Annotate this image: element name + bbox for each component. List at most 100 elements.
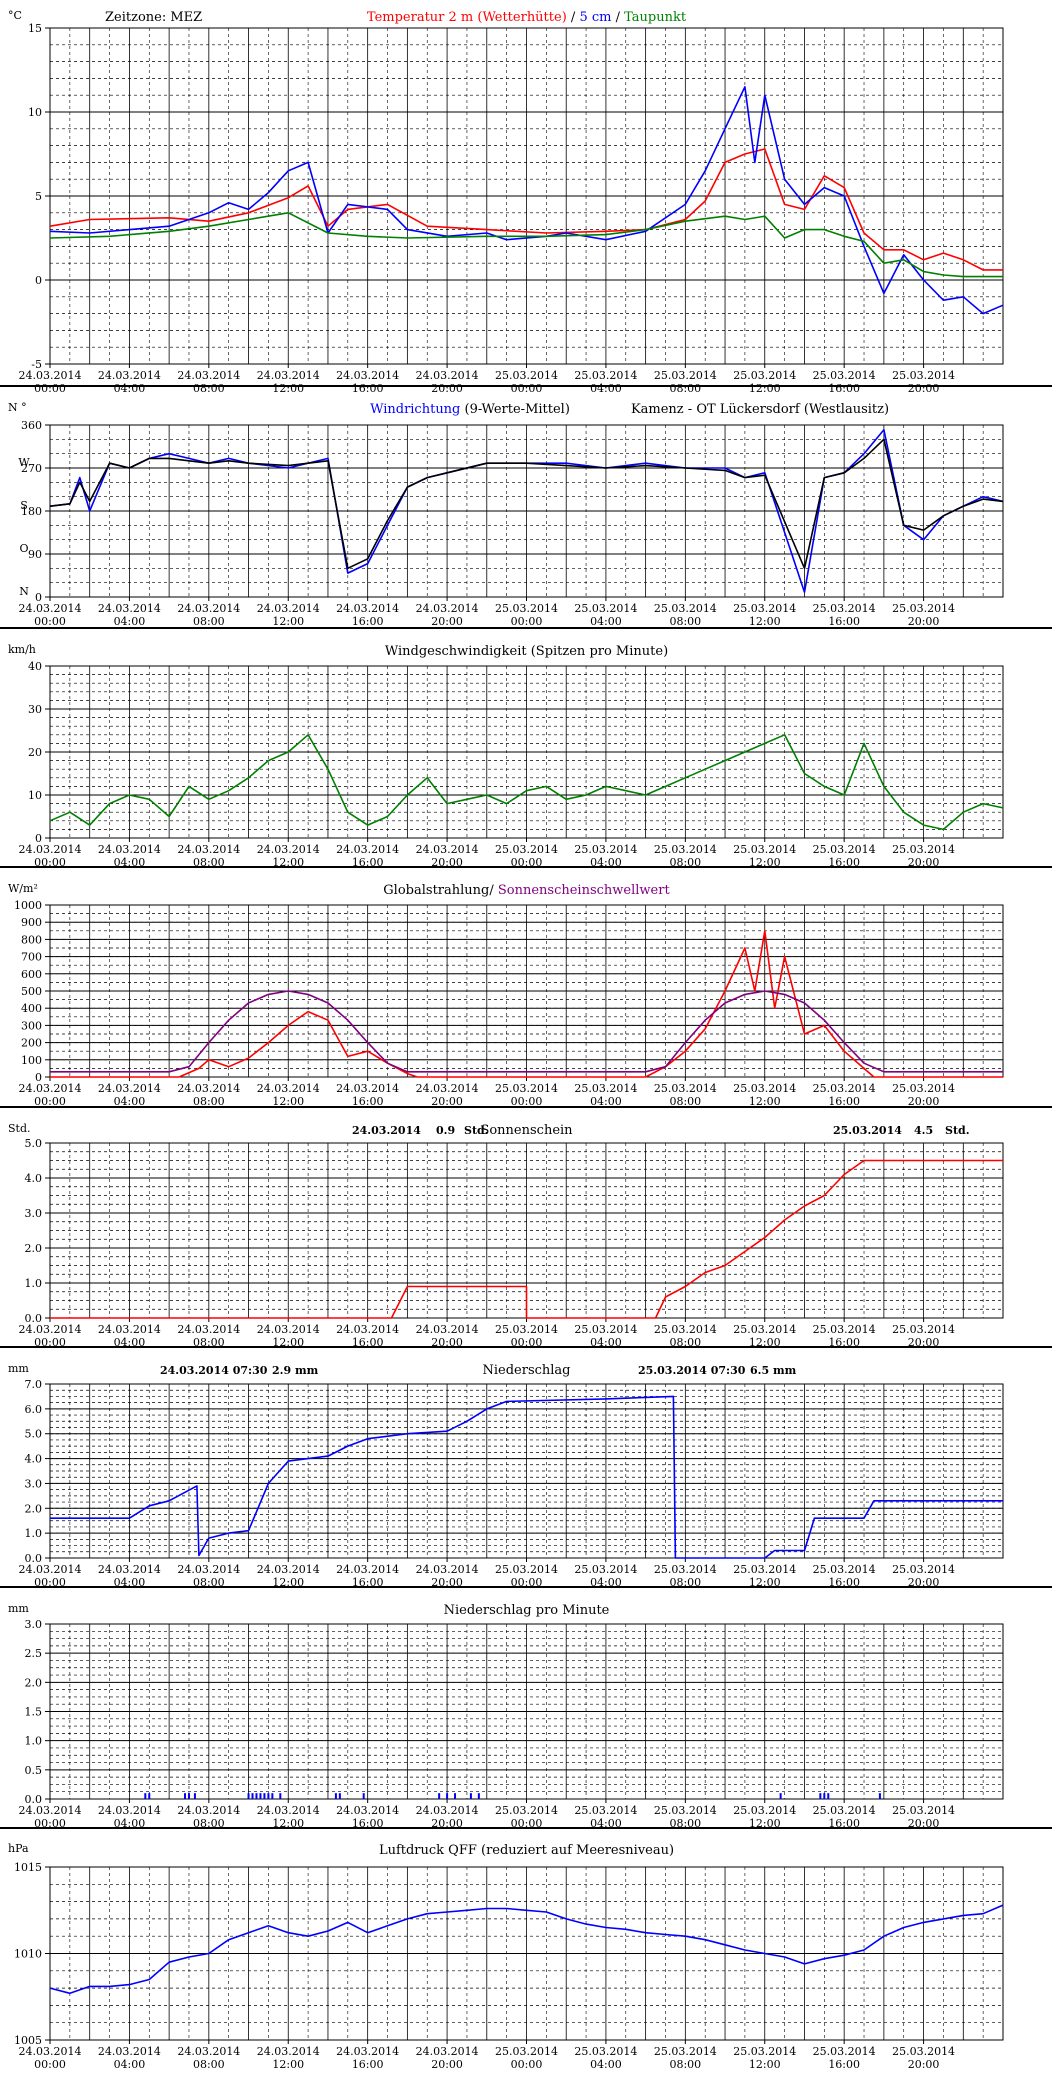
precip-bar: [338, 1793, 341, 1799]
x-tick-time: 16:00: [828, 615, 860, 628]
x-tick-time: 20:00: [431, 1095, 463, 1108]
x-tick-date: 25.03.2014: [892, 1563, 955, 1576]
y-unit-label: mm: [8, 1362, 29, 1375]
x-tick-date: 25.03.2014: [574, 602, 637, 615]
x-tick-date: 24.03.2014: [257, 843, 320, 856]
x-tick-date: 24.03.2014: [336, 369, 399, 382]
y-tick-label: 1005: [14, 2034, 42, 2047]
x-tick-date: 25.03.2014: [654, 369, 717, 382]
x-tick-date: 25.03.2014: [892, 1323, 955, 1336]
y-tick-label: 180: [21, 505, 42, 518]
x-tick-date: 24.03.2014: [177, 369, 240, 382]
x-tick-date: 25.03.2014: [654, 1323, 717, 1336]
station-name: Kamenz - OT Lückersdorf (Westlausitz): [631, 402, 889, 417]
y-tick-label: 0: [35, 832, 42, 845]
x-tick-time: 16:00: [828, 856, 860, 869]
x-tick-date: 25.03.2014: [654, 2045, 717, 2058]
x-tick-date: 25.03.2014: [733, 1323, 796, 1336]
x-tick-time: 12:00: [749, 1336, 781, 1349]
x-tick-time: 12:00: [272, 615, 304, 628]
x-tick-date: 24.03.2014: [19, 602, 82, 615]
series-line-1: [50, 990, 1003, 1073]
x-tick-date: 25.03.2014: [733, 2045, 796, 2058]
x-tick-time: 08:00: [669, 1817, 701, 1830]
direction-label: O: [19, 542, 28, 555]
x-tick-date: 25.03.2014: [495, 369, 558, 382]
x-tick-time: 00:00: [511, 1095, 543, 1108]
summary-value-left: 2.9: [272, 1364, 291, 1377]
x-tick-time: 04:00: [590, 615, 622, 628]
precip-bar: [279, 1793, 282, 1799]
y-tick-label: 700: [21, 951, 42, 964]
x-tick-time: 16:00: [828, 1336, 860, 1349]
x-tick-time: 00:00: [511, 615, 543, 628]
x-tick-date: 25.03.2014: [495, 2045, 558, 2058]
x-tick-date: 24.03.2014: [336, 1563, 399, 1576]
y-tick-label: 2.0: [25, 1676, 43, 1689]
x-tick-date: 24.03.2014: [257, 1804, 320, 1817]
x-tick-time: 04:00: [590, 1095, 622, 1108]
chart-title: Globalstrahlung/ Sonnenscheinschwellwert: [383, 883, 670, 898]
x-tick-time: 04:00: [114, 856, 146, 869]
x-tick-date: 25.03.2014: [892, 843, 955, 856]
x-tick-time: 08:00: [669, 615, 701, 628]
y-tick-label: 270: [21, 462, 42, 475]
x-tick-date: 25.03.2014: [574, 2045, 637, 2058]
chart-title: Sonnenschein: [480, 1123, 573, 1138]
precip-bar: [454, 1793, 457, 1799]
x-tick-time: 16:00: [352, 615, 384, 628]
summary-value-right: 6.5: [750, 1364, 769, 1377]
x-tick-date: 25.03.2014: [574, 1323, 637, 1336]
chart-title: Niederschlag: [482, 1363, 570, 1378]
x-tick-time: 04:00: [114, 615, 146, 628]
x-tick-time: 20:00: [908, 1576, 940, 1589]
x-tick-date: 24.03.2014: [177, 1563, 240, 1576]
precip-bar: [255, 1793, 258, 1799]
summary-date-right: 25.03.2014 07:30: [638, 1364, 746, 1377]
x-tick-time: 20:00: [908, 1095, 940, 1108]
y-tick-label: 5.0: [25, 1137, 43, 1150]
y-tick-label: 15: [28, 22, 42, 35]
x-tick-time: 00:00: [511, 1576, 543, 1589]
y-tick-label: 4.0: [25, 1453, 43, 1466]
x-tick-time: 20:00: [908, 1336, 940, 1349]
x-tick-date: 24.03.2014: [257, 2045, 320, 2058]
x-tick-date: 25.03.2014: [892, 2045, 955, 2058]
x-tick-time: 08:00: [193, 2058, 225, 2071]
x-tick-date: 25.03.2014: [813, 843, 876, 856]
y-tick-label: 5.0: [25, 1428, 43, 1441]
x-tick-date: 25.03.2014: [574, 369, 637, 382]
x-tick-date: 24.03.2014: [416, 1082, 479, 1095]
y-tick-label: 6.0: [25, 1403, 43, 1416]
x-tick-date: 25.03.2014: [813, 1323, 876, 1336]
x-tick-date: 24.03.2014: [98, 2045, 161, 2058]
x-tick-date: 24.03.2014: [257, 1323, 320, 1336]
x-tick-time: 20:00: [908, 1817, 940, 1830]
x-tick-date: 25.03.2014: [813, 1563, 876, 1576]
y-tick-label: 10: [28, 106, 42, 119]
series-line-1: [49, 438, 1004, 570]
y-tick-label: 40: [28, 660, 42, 673]
x-tick-date: 24.03.2014: [257, 1563, 320, 1576]
x-tick-time: 12:00: [272, 1576, 304, 1589]
y-tick-label: 90: [28, 548, 42, 561]
y-tick-label: 900: [21, 916, 42, 929]
chart-panel-7: 1005 1010 1015 hPa Luftdruck QFF (reduziert …: [8, 1842, 1004, 2071]
x-tick-date: 25.03.2014: [574, 1563, 637, 1576]
x-tick-time: 04:00: [590, 1336, 622, 1349]
x-tick-date: 24.03.2014: [416, 2045, 479, 2058]
precip-bar: [446, 1793, 449, 1799]
title-part-0: Luftdruck QFF (reduziert auf Meeresnivea…: [379, 1843, 674, 1858]
x-tick-time: 16:00: [352, 1336, 384, 1349]
precip-bar: [469, 1793, 472, 1799]
x-tick-date: 25.03.2014: [892, 369, 955, 382]
x-tick-time: 08:00: [669, 1576, 701, 1589]
x-tick-date: 25.03.2014: [574, 1804, 637, 1817]
y-tick-label: 1015: [14, 1861, 42, 1874]
precip-bar: [438, 1793, 441, 1799]
x-tick-date: 24.03.2014: [19, 843, 82, 856]
precip-bar: [819, 1793, 822, 1799]
y-tick-label: 10: [28, 789, 42, 802]
x-tick-time: 12:00: [272, 1336, 304, 1349]
